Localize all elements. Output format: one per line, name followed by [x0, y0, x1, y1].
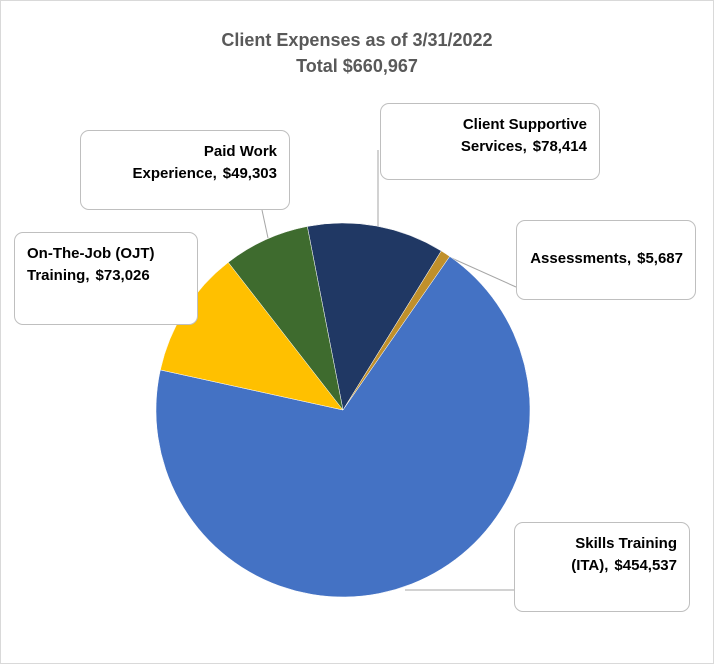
data-label: On-The-Job (OJT) Training$73,026 [14, 232, 198, 325]
value-label: $73,026 [95, 267, 150, 284]
pie-slice [227, 226, 344, 411]
data-label: Assessments $5,687 [516, 220, 696, 300]
data-label: Paid Work Experience$49,303 [80, 130, 290, 210]
data-label: Skills Training (ITA)$454,537 [514, 522, 690, 612]
pie-slice [155, 256, 531, 598]
value-label: $5,687 [637, 250, 683, 267]
chart-subtitle: Total $660,967 [296, 56, 418, 76]
value-label: $454,537 [614, 557, 677, 574]
leader-line [446, 255, 517, 288]
category-label: Assessments [530, 250, 631, 267]
value-label: $78,414 [532, 138, 587, 155]
data-label: Client Supportive Services$78,414 [380, 103, 600, 180]
pie-slice [307, 222, 442, 411]
leader-line [261, 209, 269, 239]
value-label: $49,303 [222, 165, 277, 182]
chart-title: Client Expenses as of 3/31/2022 [221, 30, 493, 50]
